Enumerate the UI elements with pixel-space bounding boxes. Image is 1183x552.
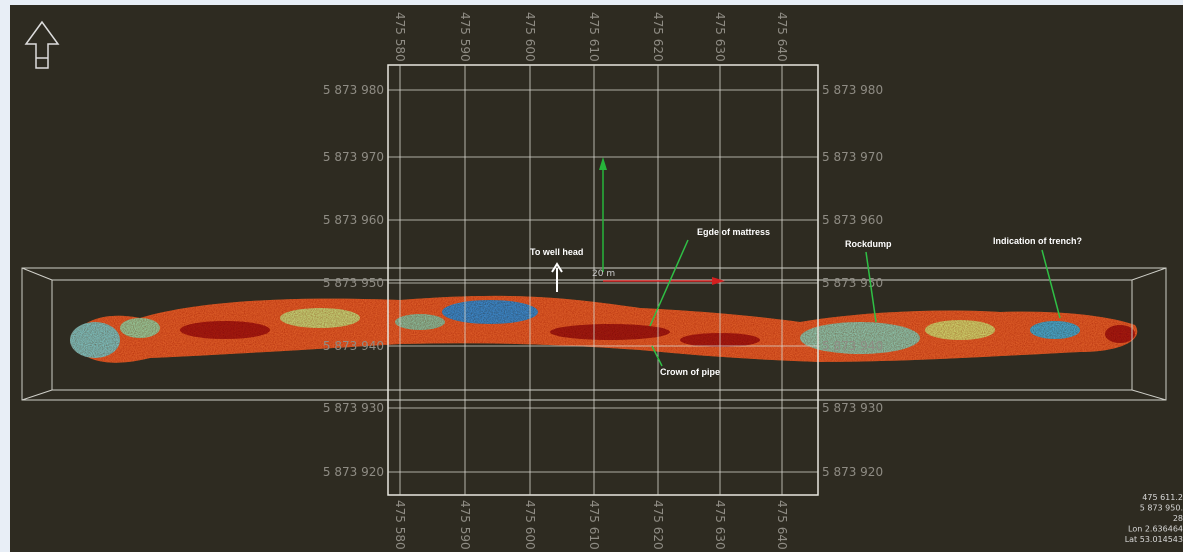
annotation: Indication of trench? <box>993 236 1082 246</box>
easting-label: 475 580 <box>393 12 407 62</box>
easting-label: 475 580 <box>393 500 407 550</box>
annotation: To well head <box>530 247 583 257</box>
northing-label: 5 873 940 <box>323 339 384 353</box>
annotation: Crown of pipe <box>660 367 720 377</box>
easting-label: 475 610 <box>587 500 601 550</box>
northing-label: 5 873 980 <box>822 83 883 97</box>
northing-label: 5 873 980 <box>323 83 384 97</box>
northing-label: 5 873 950 <box>822 276 883 290</box>
northing-label: 5 873 960 <box>822 213 883 227</box>
easting-label: 475 640 <box>775 12 789 62</box>
northing-label: 5 873 940 <box>822 339 883 353</box>
northing-label: 5 873 970 <box>822 150 883 164</box>
northing-label: 5 873 920 <box>323 465 384 479</box>
northing-label: 5 873 930 <box>323 401 384 415</box>
viewer: 475 580 475 580 475 590 475 590 475 600 475 6… <box>0 0 1183 552</box>
northing-label: 5 873 960 <box>323 213 384 227</box>
northing-label: 5 873 920 <box>822 465 883 479</box>
easting-label: 475 590 <box>458 500 472 550</box>
easting-label: 475 590 <box>458 12 472 62</box>
annotation: Rockdump <box>845 239 892 249</box>
northing-label: 5 873 970 <box>323 150 384 164</box>
easting-label: 475 610 <box>587 12 601 62</box>
readout-line: 5 873 950. <box>1140 504 1183 513</box>
easting-label: 475 630 <box>713 500 727 550</box>
easting-label: 475 630 <box>713 12 727 62</box>
easting-label: 475 600 <box>523 12 537 62</box>
easting-label: 475 620 <box>651 12 665 62</box>
readout-line: Lat 53.014543 <box>1125 535 1183 544</box>
easting-label: 475 640 <box>775 500 789 550</box>
page: {"eastings": ["475 580", "475 590", "475… <box>0 0 1183 552</box>
readout-line: Lon 2.636464 <box>1128 525 1183 534</box>
readout-line: 475 611.2 <box>1142 493 1183 502</box>
readout-line: 28 <box>1173 514 1183 523</box>
easting-label: 475 620 <box>651 500 665 550</box>
northing-label: 5 873 950 <box>323 276 384 290</box>
annotation: Egde of mattress <box>697 227 770 237</box>
scale-label: 20 m <box>592 269 615 279</box>
northing-label: 5 873 930 <box>822 401 883 415</box>
easting-label: 475 600 <box>523 500 537 550</box>
